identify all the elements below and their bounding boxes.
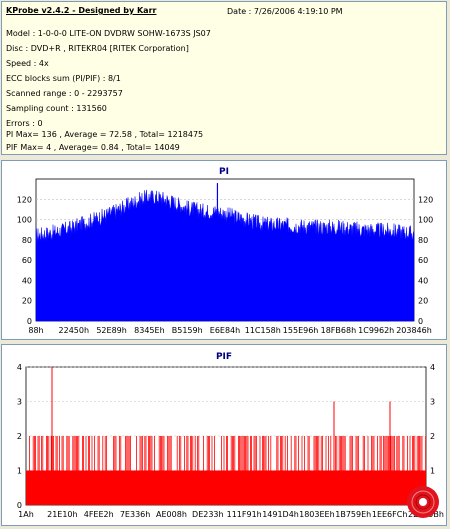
pif-y-tick-label: 4 xyxy=(17,363,22,372)
pif-y-tick-label: 0 xyxy=(17,501,22,510)
pi-chart: 0 0 20 20 40 40 60 60 80 80 100 100 120 120 88h 22450h 5… xyxy=(17,167,434,335)
pi-x-tick-label: 203846h xyxy=(396,326,432,335)
pi-y-tick-label: 40 xyxy=(22,276,32,285)
pif-chart-panel: 00112233441Ah21E10h4FEE2h7E336hAE008hDE2… xyxy=(1,344,447,526)
pif-x-tick-label: 1B759Eh xyxy=(335,510,371,519)
speed-line: Speed : 4x xyxy=(6,59,49,68)
pi-y-tick-label: 80 xyxy=(22,236,32,245)
pi-y-tick-label-right: 80 xyxy=(418,236,428,245)
pif-chart-title: PIF xyxy=(216,352,232,362)
pif-x-tick-label: 1EE6FCh xyxy=(372,510,408,519)
pi-y-tick-label: 100 xyxy=(17,216,32,225)
pif-y-tick-label-right: 2 xyxy=(430,432,435,441)
scan-date: Date : 7/26/2006 4:19:10 PM xyxy=(227,7,343,16)
pi-y-tick-label-right: 20 xyxy=(418,297,428,306)
info-panel: KProbe v2.4.2 - Designed by Karr Date : … xyxy=(1,1,447,155)
pi-x-tick-label: B5159h xyxy=(172,326,203,335)
ecc-line: ECC blocks sum (PI/PIF) : 8/1 xyxy=(6,74,121,83)
pi-y-tick-label: 20 xyxy=(22,297,32,306)
pi-y-tick-label: 0 xyxy=(27,317,32,326)
pif-y-tick-label-right: 1 xyxy=(430,467,435,476)
range-line: Scanned range : 0 - 2293757 xyxy=(6,89,123,98)
pif-base-fill xyxy=(26,470,426,505)
pi-x-tick-label: 88h xyxy=(28,326,43,335)
disc-icon xyxy=(407,486,439,518)
pi-x-tick-label: 155E96h xyxy=(283,326,319,335)
app-title: KProbe v2.4.2 - Designed by Karr xyxy=(6,6,157,15)
pif-x-tick-label: DE233h xyxy=(192,510,224,519)
pif-x-tick-label: 7E336h xyxy=(120,510,150,519)
pi-x-tick-label: E6E84h xyxy=(210,326,240,335)
pif-x-tick-label: 21E10h xyxy=(47,510,77,519)
pi-y-tick-label-right: 60 xyxy=(418,256,428,265)
pif-stats-line: PIF Max= 4 , Average= 0.84 , Total= 1404… xyxy=(6,143,180,152)
pi-x-tick-label: 18FB68h xyxy=(321,326,357,335)
disc-line: Disc : DVD+R , RITEKR04 [RITEK Corporati… xyxy=(6,44,189,53)
pif-x-tick-label: 1803EEh xyxy=(299,510,335,519)
pi-y-tick-label: 120 xyxy=(17,195,32,204)
pi-x-tick-label: 1C9962h xyxy=(358,326,394,335)
pi-chart-panel: 0 0 20 20 40 40 60 60 80 80 100 100 120 120 88h 22450h 5… xyxy=(1,160,447,340)
pi-x-tick-label: 8345Eh xyxy=(134,326,164,335)
pif-y-tick-label: 1 xyxy=(17,467,22,476)
pi-y-tick-label-right: 120 xyxy=(418,195,433,204)
pi-y-tick-label-right: 0 xyxy=(418,317,423,326)
pif-y-tick-label: 2 xyxy=(17,432,22,441)
model-line: Model : 1-0-0-0 LITE-ON DVDRW SOHW-1673S… xyxy=(6,29,211,38)
pif-x-tick-label: 1Ah xyxy=(18,510,34,519)
pi-y-tick-label-right: 100 xyxy=(418,216,433,225)
pif-y-tick-label-right: 3 xyxy=(430,398,435,407)
pif-x-tick-label: 1491D4h xyxy=(262,510,299,519)
pif-chart: 00112233441Ah21E10h4FEE2h7E336hAE008hDE2… xyxy=(17,352,444,519)
pif-x-tick-label: 4FEE2h xyxy=(84,510,114,519)
pi-x-tick-label: 52E89h xyxy=(96,326,126,335)
pi-series-area xyxy=(35,189,415,322)
pif-x-tick-label: AE008h xyxy=(156,510,187,519)
pif-x-tick-label: 111F91h xyxy=(227,510,262,519)
pif-y-tick-label-right: 4 xyxy=(430,363,435,372)
pi-x-tick-label: 11C158h xyxy=(245,326,281,335)
pif-y-tick-label: 3 xyxy=(17,398,22,407)
pi-y-tick-label-right: 40 xyxy=(418,276,428,285)
pi-y-tick-label: 60 xyxy=(22,256,32,265)
sampling-line: Sampling count : 131560 xyxy=(6,104,107,113)
pi-x-tick-label: 22450h xyxy=(59,326,90,335)
pi-chart-title: PI xyxy=(219,167,229,177)
pi-stats-line: PI Max= 136 , Average = 72.58 , Total= 1… xyxy=(6,130,204,139)
errors-line: Errors : 0 xyxy=(6,119,43,128)
